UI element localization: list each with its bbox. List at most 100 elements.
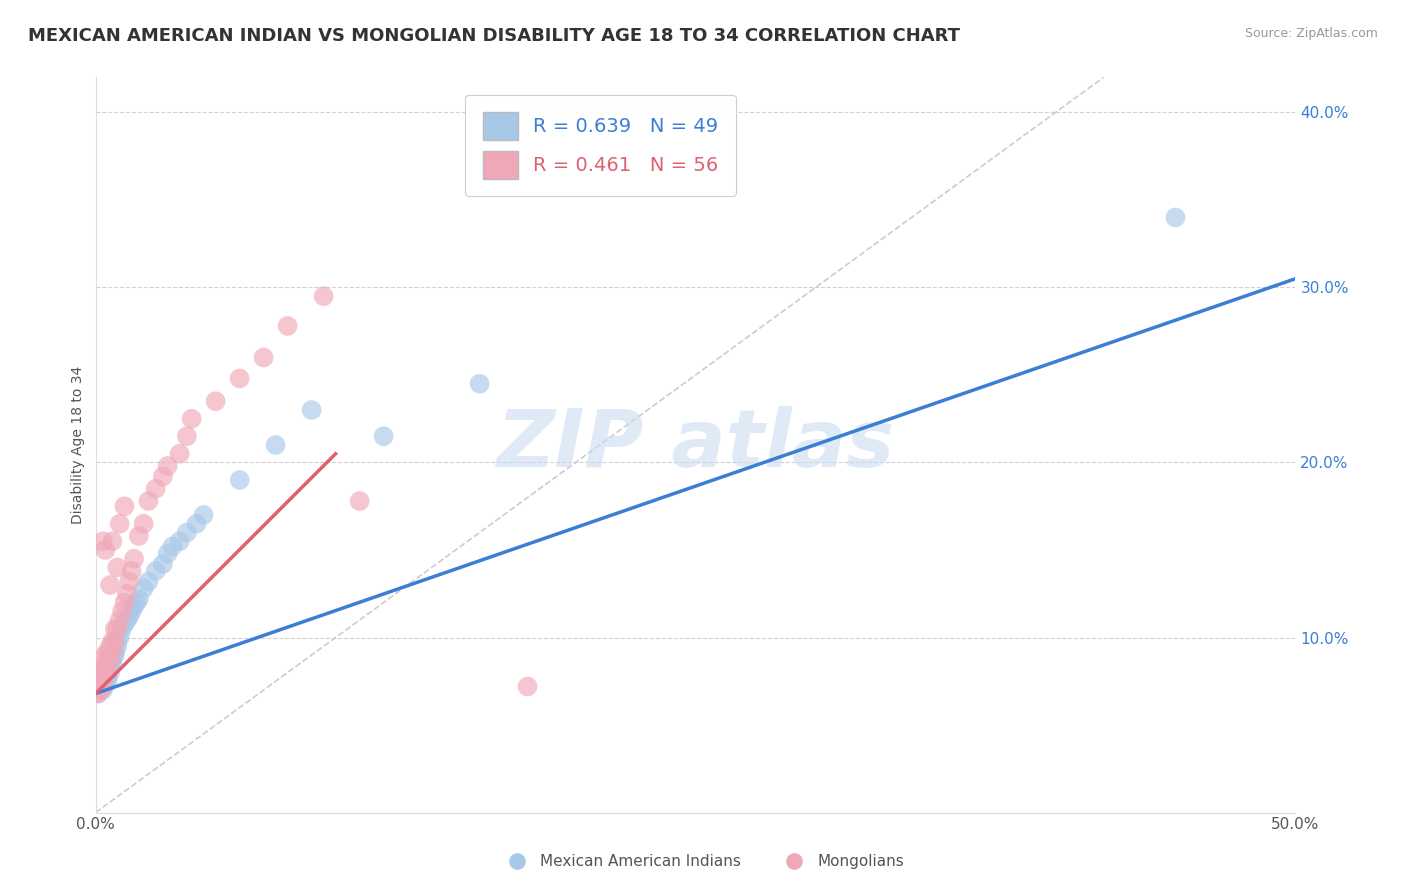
Point	[301, 403, 323, 417]
Point	[176, 525, 198, 540]
Point	[89, 674, 111, 689]
Point	[91, 680, 114, 694]
Y-axis label: Disability Age 18 to 34: Disability Age 18 to 34	[72, 366, 86, 524]
Point	[105, 560, 128, 574]
Point	[94, 665, 117, 680]
Point	[373, 429, 395, 443]
Point	[91, 683, 114, 698]
Point	[89, 678, 111, 692]
Point	[111, 622, 134, 636]
Point	[87, 686, 110, 700]
Point	[228, 473, 250, 487]
Point	[89, 665, 111, 680]
Point	[115, 587, 138, 601]
Point	[156, 547, 179, 561]
Point	[87, 683, 110, 698]
Point	[118, 574, 141, 589]
Point	[87, 678, 110, 692]
Point	[145, 564, 167, 578]
Point	[152, 557, 174, 571]
Point	[87, 680, 110, 694]
Point	[98, 651, 121, 665]
Point	[169, 534, 191, 549]
Point	[121, 604, 143, 618]
Point	[312, 289, 335, 303]
Point	[91, 662, 114, 676]
Point	[186, 516, 208, 531]
Point	[118, 609, 141, 624]
Point	[94, 673, 117, 687]
Point	[253, 351, 276, 365]
Point	[162, 540, 184, 554]
Point	[468, 376, 491, 391]
Point	[115, 613, 138, 627]
Point	[128, 529, 150, 543]
Point	[108, 613, 131, 627]
Point	[87, 674, 110, 689]
Point	[101, 648, 124, 662]
Point	[138, 494, 160, 508]
Point	[94, 665, 117, 680]
Point	[105, 622, 128, 636]
Point	[145, 482, 167, 496]
Point	[87, 686, 110, 700]
Point	[349, 494, 371, 508]
Text: ZIP atlas: ZIP atlas	[496, 406, 894, 484]
Point	[156, 458, 179, 473]
Point	[138, 574, 160, 589]
Point	[97, 674, 120, 689]
Point	[91, 534, 114, 549]
Point	[108, 516, 131, 531]
Point	[91, 669, 114, 683]
Point	[104, 622, 127, 636]
Point	[101, 651, 124, 665]
Point	[105, 634, 128, 648]
Point	[101, 657, 124, 671]
Point	[101, 644, 124, 658]
Point	[91, 674, 114, 689]
Point	[97, 662, 120, 676]
Point	[97, 657, 120, 671]
Point	[204, 394, 226, 409]
Point	[264, 438, 287, 452]
Point	[121, 564, 143, 578]
Point	[132, 516, 155, 531]
Legend: Mexican American Indians, Mongolians: Mexican American Indians, Mongolians	[496, 848, 910, 875]
Point	[101, 634, 124, 648]
Point	[98, 651, 121, 665]
Point	[132, 582, 155, 596]
Point	[98, 578, 121, 592]
Point	[111, 604, 134, 618]
Point	[128, 592, 150, 607]
Point	[108, 631, 131, 645]
Point	[114, 616, 136, 631]
Text: MEXICAN AMERICAN INDIAN VS MONGOLIAN DISABILITY AGE 18 TO 34 CORRELATION CHART: MEXICAN AMERICAN INDIAN VS MONGOLIAN DIS…	[28, 27, 960, 45]
Point	[98, 660, 121, 674]
Point	[98, 665, 121, 680]
Point	[91, 669, 114, 683]
Point	[180, 411, 202, 425]
Point	[516, 680, 538, 694]
Point	[122, 599, 145, 613]
Point	[228, 371, 250, 385]
Point	[125, 595, 148, 609]
Point	[89, 674, 111, 689]
Point	[94, 657, 117, 671]
Point	[114, 500, 136, 514]
Point	[101, 534, 124, 549]
Point	[98, 640, 121, 654]
Point	[277, 318, 299, 333]
Point	[97, 669, 120, 683]
Point	[176, 429, 198, 443]
Point	[1164, 211, 1187, 225]
Point	[97, 662, 120, 676]
Point	[94, 648, 117, 662]
Legend: R = 0.639   N = 49, R = 0.461   N = 56: R = 0.639 N = 49, R = 0.461 N = 56	[465, 95, 737, 196]
Point	[89, 669, 111, 683]
Point	[122, 551, 145, 566]
Point	[104, 644, 127, 658]
Point	[104, 634, 127, 648]
Point	[169, 447, 191, 461]
Point	[91, 680, 114, 694]
Point	[97, 651, 120, 665]
